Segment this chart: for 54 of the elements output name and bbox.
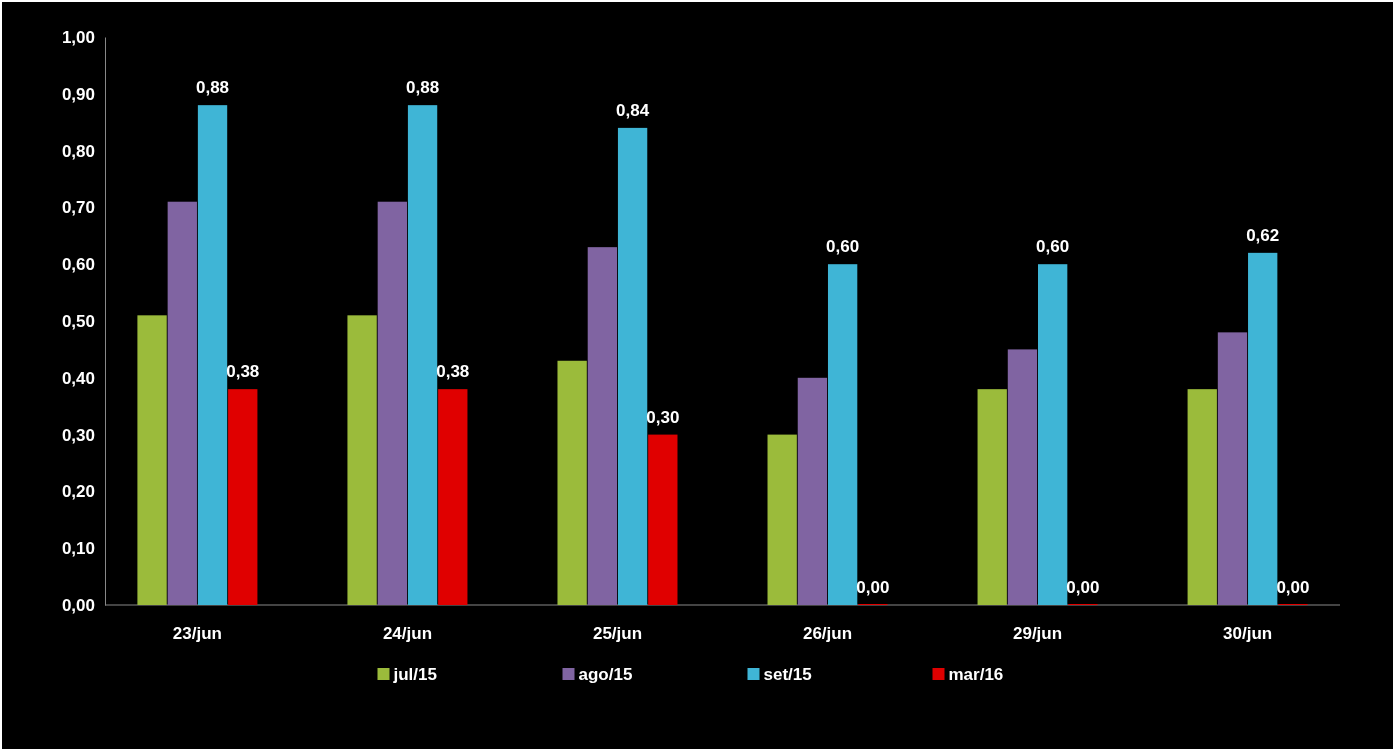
- data-label: 0,84: [616, 100, 650, 120]
- y-tick-label: 0,50: [61, 311, 95, 331]
- data-label: 0,38: [226, 362, 260, 382]
- x-tick-label: 30/jun: [1223, 624, 1273, 644]
- bar: [137, 315, 167, 605]
- bar: [1038, 264, 1068, 605]
- bar: [1187, 389, 1217, 605]
- legend-label: mar/16: [948, 665, 1004, 684]
- data-label: 0,60: [826, 237, 860, 257]
- y-tick-label: 0,40: [61, 368, 95, 388]
- bar: [767, 434, 797, 605]
- data-label: 0,60: [1036, 237, 1070, 257]
- bar: [1007, 349, 1038, 605]
- bar: [797, 377, 828, 605]
- bar: [407, 105, 438, 605]
- legend-label: ago/15: [578, 665, 633, 684]
- data-label: 0,30: [646, 407, 680, 427]
- legend-label: set/15: [763, 665, 812, 684]
- bar: [977, 389, 1007, 605]
- y-tick-label: 0,60: [61, 255, 95, 275]
- bar: [197, 105, 228, 605]
- bar: [377, 201, 407, 605]
- x-tick-label: 29/jun: [1012, 624, 1063, 644]
- bar: [228, 389, 258, 605]
- y-tick-label: 0,70: [61, 198, 95, 218]
- bar: [648, 434, 678, 605]
- data-label: 0,00: [1066, 578, 1100, 597]
- y-tick-label: 0,20: [61, 482, 95, 502]
- bar: [438, 389, 468, 605]
- y-tick-label: 0,30: [61, 425, 95, 445]
- bar: [587, 247, 618, 605]
- bar: [1248, 252, 1278, 605]
- x-tick-label: 24/jun: [382, 624, 433, 644]
- data-label: 0,00: [1276, 578, 1310, 597]
- bar: [167, 201, 197, 605]
- y-tick-label: 0,10: [61, 539, 95, 559]
- x-tick-label: 26/jun: [802, 624, 853, 644]
- bar: [1217, 332, 1248, 605]
- bar: [827, 264, 858, 605]
- x-tick-label: 23/jun: [172, 624, 222, 644]
- y-tick-label: 0,90: [61, 84, 95, 104]
- bar: [557, 360, 587, 605]
- y-tick-label: 0,80: [61, 141, 95, 161]
- y-tick-label: 1,00: [61, 27, 95, 47]
- data-label: 0,62: [1246, 225, 1280, 245]
- data-label: 0,88: [195, 78, 230, 98]
- bar: [347, 315, 377, 605]
- x-tick-label: 25/jun: [592, 624, 643, 644]
- y-tick-label: 0,00: [61, 595, 95, 615]
- legend-label: jul/15: [392, 665, 437, 684]
- bar: [617, 127, 648, 605]
- data-label: 0,38: [436, 362, 470, 382]
- data-label: 0,00: [856, 578, 890, 597]
- data-label: 0,88: [406, 78, 440, 98]
